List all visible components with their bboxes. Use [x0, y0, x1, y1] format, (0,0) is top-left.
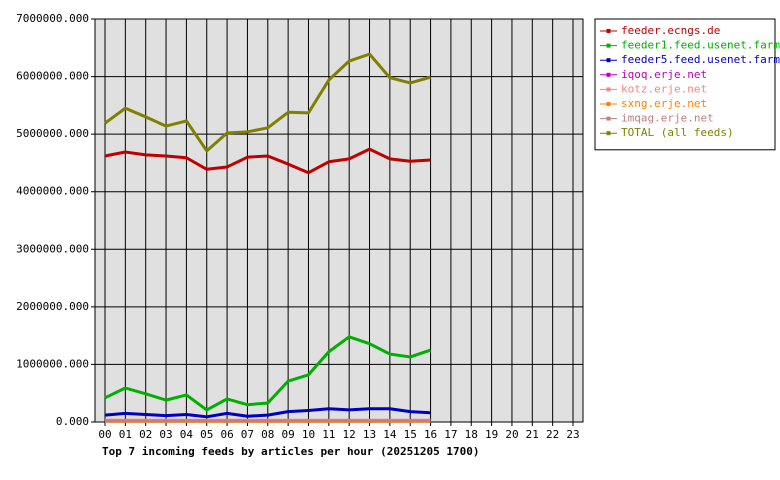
y-tick-label: 0.000: [56, 415, 89, 428]
series-line: [104, 147, 431, 175]
x-tick-label: 00: [98, 428, 111, 441]
legend-box: [594, 18, 776, 151]
legend-label: TOTAL (all feeds): [621, 126, 734, 139]
y-tick-label: 7000000.000: [16, 12, 89, 25]
y-tick-label: 6000000.000: [16, 70, 89, 83]
x-tick-label: 05: [200, 428, 213, 441]
series-line: [104, 407, 431, 419]
x-tick-label: 23: [566, 428, 579, 441]
series-line: [104, 335, 432, 412]
y-tick-label: 1000000.000: [16, 357, 89, 370]
x-tick-label: 20: [505, 428, 518, 441]
x-tick-label: 03: [159, 428, 172, 441]
x-tick-label: 18: [465, 428, 478, 441]
x-tick-label: 17: [444, 428, 457, 441]
y-tick-label: 2000000.000: [16, 300, 89, 313]
legend-label: feeder.ecngs.de: [621, 24, 720, 37]
legend-label: imqag.erje.net: [621, 112, 714, 125]
x-tick-label: 07: [241, 428, 254, 441]
x-tick-label: 10: [302, 428, 315, 441]
x-tick-label: 04: [180, 428, 194, 441]
y-tick-label: 4000000.000: [16, 185, 89, 198]
y-tick-label: 5000000.000: [16, 127, 89, 140]
x-tick-label: 21: [526, 428, 539, 441]
x-tick-label: 09: [282, 428, 295, 441]
x-tick-label: 11: [322, 428, 335, 441]
legend-label: kotz.erje.net: [621, 82, 707, 95]
legend-marker: [606, 29, 611, 33]
chart-title: Top 7 incoming feeds by articles per hou…: [102, 445, 480, 458]
legend-marker: [606, 87, 611, 92]
x-tick-label: 02: [139, 428, 152, 441]
legend-marker: [606, 131, 611, 136]
legend-label: feeder5.feed.usenet.farm: [621, 53, 780, 66]
x-tick-label: 01: [119, 428, 132, 441]
x-tick-label: 22: [546, 428, 559, 441]
legend-label: feeder1.feed.usenet.farm: [621, 39, 780, 52]
x-tick-label: 19: [485, 428, 498, 441]
legend-marker: [606, 102, 611, 106]
plot-area: [94, 18, 584, 423]
legend-marker: [606, 43, 611, 48]
legend-marker: [606, 58, 611, 63]
x-tick-label: 16: [424, 428, 437, 441]
x-tick-label: 12: [343, 428, 356, 441]
x-tick-label: 14: [383, 428, 397, 441]
x-tick-label: 08: [261, 428, 274, 441]
x-tick-label: 13: [363, 428, 376, 441]
series-line: [104, 52, 431, 153]
legend-marker: [606, 72, 611, 77]
legend-label: sxng.erje.net: [621, 97, 707, 110]
legend-marker: [606, 116, 611, 121]
x-tick-label: 15: [404, 428, 417, 441]
y-tick-label: 3000000.000: [16, 242, 89, 255]
legend-label: iqoq.erje.net: [621, 68, 707, 81]
x-tick-label: 06: [220, 428, 233, 441]
